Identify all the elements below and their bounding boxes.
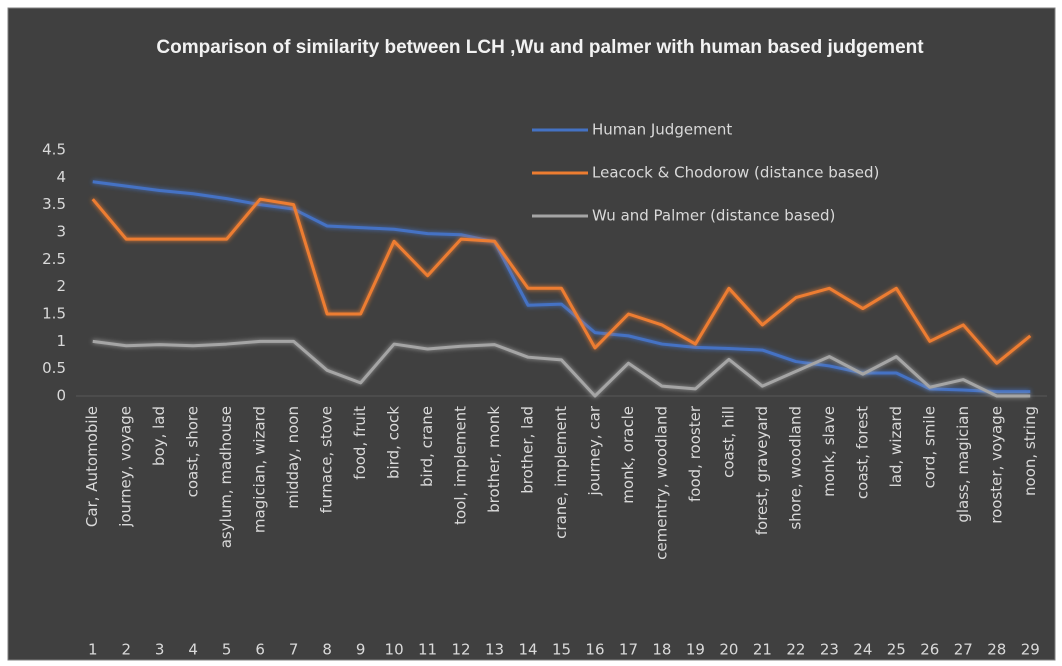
x-tick-number: 13 [485,641,504,659]
y-tick-label: 0 [56,387,66,405]
x-tick-number: 5 [222,641,232,659]
x-tick-label: cord, smile [920,406,938,488]
x-tick-label: tool, implement [452,406,470,525]
x-tick-label: magician, wizard [251,406,269,533]
x-tick-number: 3 [155,641,165,659]
y-tick-label: 0.5 [42,359,66,377]
x-tick-number: 19 [686,641,705,659]
x-tick-label: food, fruit [351,406,369,480]
y-tick-label: 1.5 [42,305,66,323]
x-tick-number: 21 [753,641,772,659]
x-tick-number: 1 [88,641,98,659]
y-tick-label: 4 [56,168,66,186]
x-tick-label: coast, forest [853,406,871,499]
x-tick-label: coast, hill [719,406,737,478]
x-tick-label: boy, lad [150,406,168,466]
x-tick-label: journey, voyage [117,406,135,528]
x-tick-label: shore, woodland [786,406,804,530]
x-tick-label: monk, slave [820,406,838,497]
y-tick-label: 3.5 [42,195,66,213]
x-tick-number: 9 [356,641,366,659]
legend-label: Leacock & Chodorow (distance based) [592,164,879,182]
series-line [92,339,1031,398]
x-tick-number: 23 [820,641,839,659]
x-tick-label: rooster, voyage [987,406,1005,524]
x-tick-label: forest, graveyard [753,406,771,535]
x-tick-label: brother, monk [485,406,503,513]
x-tick-label: bird, cock [385,406,403,479]
x-tick-number: 29 [1021,641,1040,659]
x-tick-number: 10 [385,641,404,659]
x-tick-number: 16 [585,641,604,659]
chart-title: Comparison of similarity between LCH ,Wu… [156,37,924,58]
x-tick-label: glass, magician [954,406,972,523]
x-tick-label: furnace, stove [318,406,336,513]
x-tick-number: 26 [920,641,939,659]
x-tick-label: journey, car [585,405,603,496]
x-tick-number: 2 [121,641,131,659]
x-tick-label: brother, lad [519,406,537,494]
x-tick-number: 11 [418,641,437,659]
x-tick-label: crane, implement [552,406,570,539]
x-tick-number: 17 [619,641,638,659]
y-tick-label: 3 [56,223,66,241]
legend-label: Wu and Palmer (distance based) [592,207,835,225]
x-tick-label: asylum, madhouse [217,406,235,548]
x-tick-label: cementry, woodland [652,406,670,560]
x-tick-number: 4 [188,641,198,659]
x-tick-number: 28 [987,641,1006,659]
x-tick-number: 20 [719,641,738,659]
y-tick-label: 2.5 [42,250,66,268]
chart-background [7,7,1056,661]
x-tick-number: 18 [652,641,671,659]
x-tick-number: 7 [289,641,299,659]
x-tick-label: bird, crane [418,406,436,487]
x-tick-label: lad, wizard [887,406,905,487]
x-tick-number: 27 [954,641,973,659]
x-tick-label: food, rooster [686,405,704,502]
series-line [92,180,1031,394]
x-tick-label: Car, Automobile [83,406,101,527]
x-tick-number: 14 [518,641,537,659]
x-tick-number: 6 [255,641,265,659]
x-tick-number: 12 [452,641,471,659]
x-tick-label: monk, oracle [619,406,637,504]
y-tick-label: 2 [56,277,66,295]
y-tick-label: 4.5 [42,141,66,159]
x-tick-number: 8 [322,641,332,659]
x-tick-label: midday, noon [284,406,302,509]
x-tick-number: 25 [887,641,906,659]
series-line [91,197,1032,365]
x-tick-number: 22 [786,641,805,659]
x-tick-number: 15 [552,641,571,659]
y-tick-label: 1 [56,332,66,350]
x-tick-number: 24 [853,641,872,659]
legend-label: Human Judgement [592,121,732,139]
x-tick-label: coast, shore [184,406,202,497]
x-tick-label: noon, string [1021,406,1039,496]
